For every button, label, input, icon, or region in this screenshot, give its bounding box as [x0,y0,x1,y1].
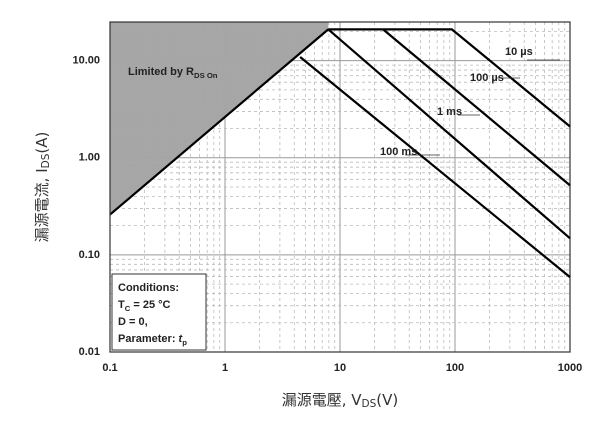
y-tick-label: 1.00 [79,152,100,164]
plot-frame [109,21,571,353]
soa-line [382,28,571,187]
condition-line: D = 0, [118,316,148,328]
condition-line-part: Conditions: [118,282,179,294]
y-axis-title: 漏源電流, IDS(A) [33,132,53,243]
x-tick-label: 1000 [558,362,582,374]
x-tick-label: 100 [446,362,464,374]
series-label: 1 ms [437,106,462,118]
y-tick-label: 10.00 [72,55,100,67]
soa-line [299,56,571,278]
y-tick-label: 0.10 [79,249,100,261]
y-axis-title-part: DS [40,153,52,168]
soa-line [328,28,571,128]
x-tick-label: 10 [334,362,346,374]
series-label: 100 µs [470,72,504,84]
x-axis-title: 漏源電壓, VDS(V) [282,391,399,411]
condition-line: Conditions: [118,282,179,294]
rds-region [110,22,329,215]
condition-line-part: D = 0, [118,316,148,328]
condition-line-part: t [179,333,184,345]
x-axis-title-part: (V) [376,391,398,409]
condition-line-part: C [125,304,131,313]
condition-line-part: = 25 °C [130,299,170,311]
conditions-box [111,273,207,351]
condition-line-part: p [182,338,187,347]
x-axis-title-part: DS [362,398,377,410]
region-label-part: DS On [194,71,218,80]
x-tick-label: 1 [222,362,228,374]
region-label-part: Limited by R [128,66,194,78]
y-axis-title-part: (A) [33,132,51,154]
series-label: 10 µs [505,46,533,58]
condition-line-part: T [118,299,125,311]
condition-line: TC = 25 °C [118,299,171,313]
y-tick-label: 0.01 [79,346,100,358]
series-label: 100 ms [380,146,417,158]
condition-line-part: Parameter: [118,333,179,345]
x-tick-label: 0.1 [102,362,117,374]
y-axis-title-part: 漏源電流, I [33,168,51,242]
rds-line [109,28,329,216]
condition-line: Parameter: tp [118,333,187,347]
soa-line [327,28,571,240]
region-label: Limited by RDS On [128,66,218,80]
x-axis-title-part: 漏源電壓, V [282,391,363,409]
